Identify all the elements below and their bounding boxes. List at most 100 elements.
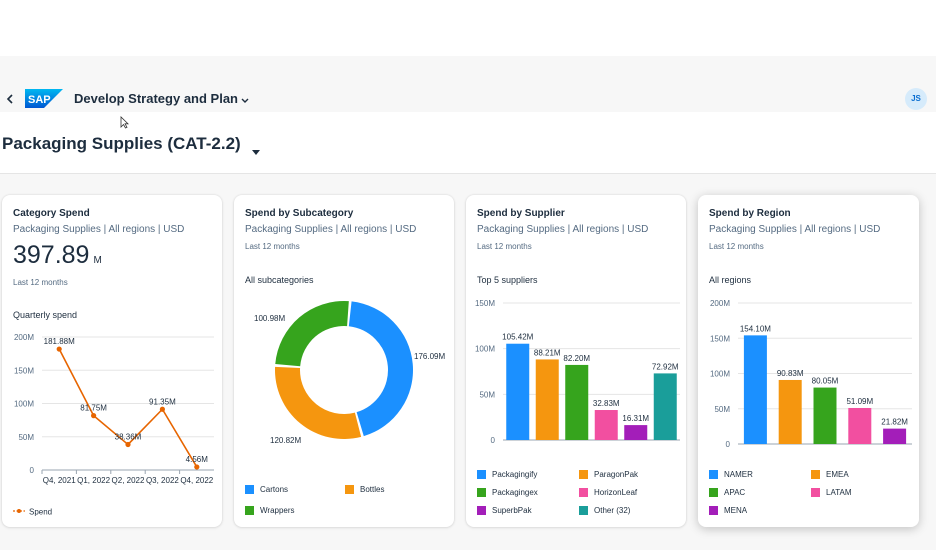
- y-tick-label: 0: [491, 436, 496, 445]
- legend-item[interactable]: EMEA: [811, 470, 849, 480]
- legend-item[interactable]: MENA: [709, 506, 747, 516]
- data-label: 32.83M: [593, 399, 620, 408]
- line-chart[interactable]: 0 50M 100M 150M 200M Q4, 2021 Q1, 2022 Q2, 2022…: [2, 327, 222, 487]
- y-tick-label: 50M: [18, 433, 34, 442]
- legend-swatch: [709, 488, 718, 497]
- data-label: 120.82M: [270, 436, 301, 445]
- chart-legend: Spend: [13, 507, 52, 516]
- back-icon[interactable]: [6, 92, 18, 106]
- chart-legend: Packagingify ParagonPak Packagingex Horizon…: [477, 470, 682, 520]
- card-subtitle: Packaging Supplies | All regions | USD: [477, 224, 649, 235]
- legend-swatch: [811, 488, 820, 497]
- legend-swatch: [709, 506, 718, 515]
- y-tick-label: 150M: [14, 366, 34, 375]
- y-tick-label: 50M: [714, 405, 730, 414]
- legend-item[interactable]: LATAM: [811, 488, 851, 498]
- chart-label: Top 5 suppliers: [477, 275, 538, 285]
- legend-label: ParagonPak: [594, 470, 639, 479]
- chart-label: All regions: [709, 275, 752, 285]
- legend-label: APAC: [724, 488, 746, 497]
- data-label: 51.09M: [846, 397, 873, 406]
- legend-swatch: [811, 470, 820, 479]
- legend-swatch: [477, 506, 486, 515]
- legend-item[interactable]: Packagingex: [477, 488, 538, 498]
- legend-swatch: [345, 485, 354, 494]
- caret-down-icon[interactable]: [252, 142, 260, 160]
- legend-item[interactable]: Cartons: [245, 485, 288, 495]
- legend-swatch: [245, 506, 254, 515]
- data-label: 82.20M: [563, 354, 590, 363]
- app-title-menu[interactable]: Develop Strategy and Plan: [74, 91, 249, 107]
- bar-latam: [848, 407, 872, 444]
- page-title: Packaging Supplies (CAT-2.2): [2, 134, 241, 153]
- bar-other-32-: [653, 373, 677, 440]
- svg-text:SAP: SAP: [28, 94, 51, 106]
- card-spend-by-supplier[interactable]: Spend by Supplier Packaging Supplies | A…: [466, 195, 686, 527]
- card-subtitle: Packaging Supplies | All regions | USD: [709, 224, 881, 235]
- kpi-unit: M: [93, 255, 102, 266]
- legend-label: Wrappers: [260, 506, 295, 515]
- app-title: Develop Strategy and Plan: [74, 91, 238, 106]
- sap-logo[interactable]: SAP: [25, 89, 63, 108]
- legend-label: NAMER: [724, 470, 753, 479]
- data-label: 16.31M: [622, 414, 649, 423]
- data-label: 91.35M: [149, 397, 176, 406]
- data-point: [125, 441, 131, 448]
- legend-item[interactable]: Other (32): [579, 506, 630, 516]
- y-tick-label: 150M: [475, 299, 495, 308]
- y-tick-label: 0: [726, 440, 731, 449]
- legend-item[interactable]: Bottles: [345, 485, 384, 495]
- data-label: 105.42M: [502, 333, 533, 342]
- card-period: Last 12 months: [13, 278, 68, 287]
- legend-swatch: [709, 470, 718, 479]
- donut-slice-cartons: [348, 301, 413, 437]
- x-tick-label: Q4, 2022: [180, 476, 213, 485]
- legend-item[interactable]: SuperbPak: [477, 506, 532, 516]
- legend-label: Packagingify: [492, 470, 538, 479]
- legend-swatch: [245, 485, 254, 494]
- donut-slice-wrappers: [275, 301, 349, 367]
- data-label: 21.82M: [881, 418, 908, 427]
- legend-label: LATAM: [826, 488, 852, 497]
- card-period: Last 12 months: [477, 242, 532, 251]
- data-point: [56, 346, 62, 352]
- bar-emea: [778, 379, 802, 444]
- page-header: Packaging Supplies (CAT-2.2): [0, 112, 936, 174]
- legend-item[interactable]: HorizonLeaf: [579, 488, 637, 498]
- y-tick-label: 50M: [479, 390, 495, 399]
- bar-packagingify: [506, 343, 530, 440]
- bar-horizonleaf: [594, 410, 618, 440]
- card-title: Spend by Supplier: [477, 208, 565, 219]
- bar-chart[interactable]: 0 50M 100M 150M 200M 154.10M 90.83M 80.05M 51.09…: [698, 295, 919, 460]
- legend-label: Other (32): [594, 506, 631, 515]
- legend-label: EMEA: [826, 470, 849, 479]
- data-point: [159, 406, 165, 412]
- data-label: 81.75M: [80, 404, 107, 413]
- legend-label: Bottles: [360, 485, 385, 494]
- card-subtitle: Packaging Supplies | All regions | USD: [13, 224, 185, 235]
- legend-item[interactable]: Wrappers: [245, 506, 295, 516]
- legend-item[interactable]: ParagonPak: [579, 470, 638, 480]
- x-tick-label: Q2, 2022: [112, 476, 145, 485]
- bar-mena: [883, 428, 907, 444]
- card-category-spend[interactable]: Category Spend Packaging Supplies | All …: [2, 195, 222, 527]
- card-spend-by-region[interactable]: Spend by Region Packaging Supplies | All…: [698, 195, 919, 527]
- data-label: 80.05M: [812, 377, 839, 386]
- data-label: 4.56M: [186, 455, 209, 464]
- data-point: [91, 413, 97, 419]
- legend-swatch: [579, 488, 588, 497]
- x-tick-label: Q3, 2022: [146, 476, 179, 485]
- data-label: 38.36M: [115, 432, 142, 441]
- bar-apac: [813, 387, 837, 444]
- chart-legend: NAMER EMEA APAC LATAM MENA: [709, 470, 914, 520]
- legend-item[interactable]: APAC: [709, 488, 745, 498]
- data-label: 72.92M: [652, 362, 679, 371]
- card-spend-by-subcategory[interactable]: Spend by Subcategory Packaging Supplies …: [234, 195, 454, 527]
- donut-chart[interactable]: 176.09M 120.82M 100.98M: [234, 293, 454, 453]
- legend-item[interactable]: Packagingify: [477, 470, 537, 480]
- avatar[interactable]: JS: [905, 88, 927, 110]
- legend-item[interactable]: NAMER: [709, 470, 753, 480]
- bar-packagingex: [565, 364, 589, 440]
- legend-label: MENA: [724, 506, 748, 515]
